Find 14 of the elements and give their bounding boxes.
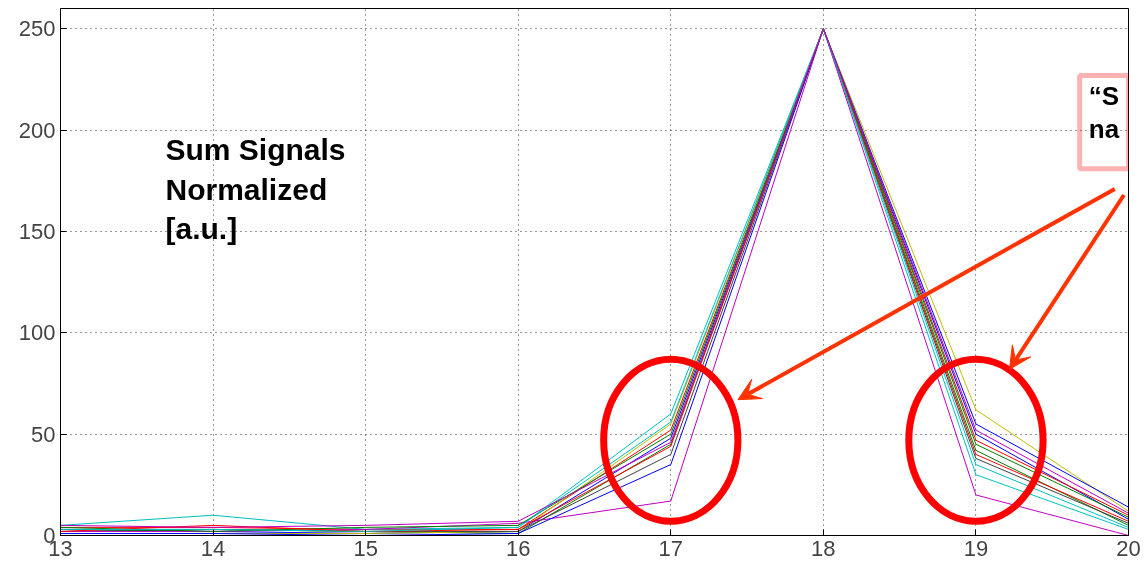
x-tick-label: 19 bbox=[963, 535, 989, 561]
x-tick-label: 18 bbox=[811, 535, 836, 561]
x-tick-label: 20 bbox=[1116, 535, 1141, 561]
annotation: “S na bbox=[1088, 81, 1120, 145]
x-tick-label: 17 bbox=[658, 535, 684, 561]
y-tick-label: 250 bbox=[18, 16, 56, 42]
y-tick-label: 150 bbox=[18, 218, 56, 244]
y-tick-label: 50 bbox=[31, 421, 56, 447]
x-tick-label: 15 bbox=[353, 535, 378, 561]
annotation: Sum Signals Normalized [a.u.] bbox=[165, 133, 346, 246]
x-tick-label: 16 bbox=[505, 535, 531, 561]
x-tick-label: 14 bbox=[200, 535, 226, 561]
y-tick-label: 100 bbox=[18, 320, 56, 346]
y-tick-label: 200 bbox=[18, 117, 56, 143]
